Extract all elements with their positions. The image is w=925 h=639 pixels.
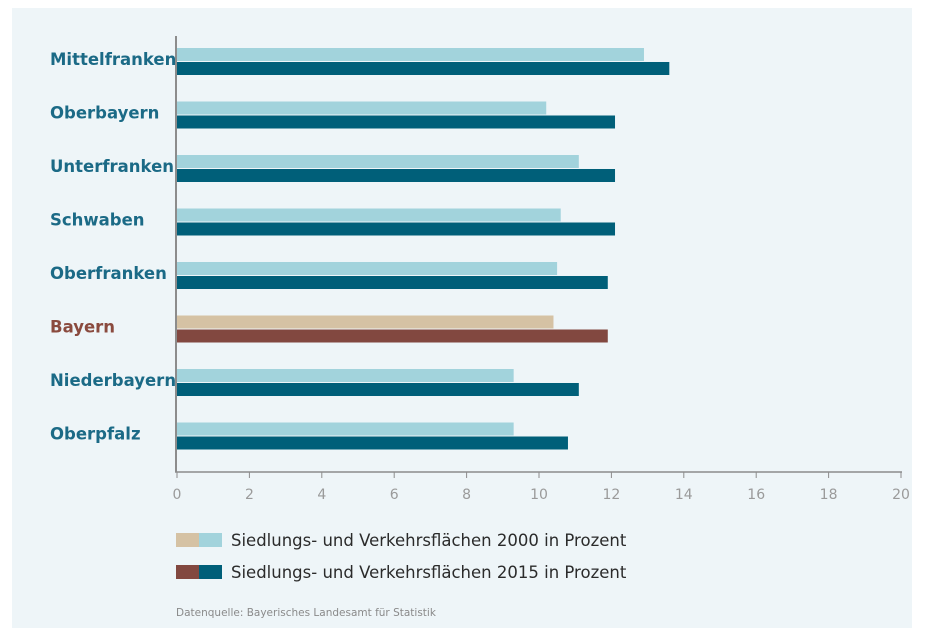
x-axis: 0 2 4 6 8 10 12 14 16 18 20 xyxy=(173,36,910,503)
bar-2000-oberfranken xyxy=(177,262,558,275)
x-tick-label: 2 xyxy=(245,487,254,503)
bar-2000-oberpfalz xyxy=(177,422,514,436)
x-tick-label: 0 xyxy=(173,487,182,503)
x-tick-label: 4 xyxy=(317,487,326,503)
x-tick-label: 14 xyxy=(675,487,693,503)
category-label-mittelfranken: Mittelfranken xyxy=(50,50,176,69)
x-tick-label: 18 xyxy=(820,487,838,503)
category-label-oberpfalz: Oberpfalz xyxy=(50,425,141,444)
legend-swatch-bayern-2000 xyxy=(176,533,199,547)
category-label-niederbayern: Niederbayern xyxy=(50,371,176,390)
legend-label-2000: Siedlungs- und Verkehrsflächen 2000 in P… xyxy=(231,531,627,550)
legend-swatch-region-2015 xyxy=(199,565,222,579)
x-tick-label: 12 xyxy=(602,487,620,503)
bar-2000-unterfranken xyxy=(177,155,579,168)
category-label-unterfranken: Unterfranken xyxy=(50,157,174,176)
legend-label-2015: Siedlungs- und Verkehrsflächen 2015 in P… xyxy=(231,563,627,582)
bar-2015-unterfranken xyxy=(177,169,616,182)
x-tick-label: 8 xyxy=(462,487,471,503)
bar-2015-niederbayern xyxy=(177,383,579,396)
bar-2000-niederbayern xyxy=(177,369,514,382)
bars-group xyxy=(177,48,670,450)
bar-2015-schwaben xyxy=(177,222,616,236)
legend: Siedlungs- und Verkehrsflächen 2000 in P… xyxy=(176,531,627,582)
legend-swatch-bayern-2015 xyxy=(176,565,199,579)
bar-2015-oberbayern xyxy=(177,115,616,129)
bar-2000-schwaben xyxy=(177,208,561,222)
x-tick-label: 6 xyxy=(390,487,399,503)
x-tick-label: 10 xyxy=(530,487,548,503)
bar-2000-oberbayern xyxy=(177,101,547,115)
bar-2015-oberpfalz xyxy=(177,436,568,450)
category-label-schwaben: Schwaben xyxy=(50,211,145,230)
category-label-oberfranken: Oberfranken xyxy=(50,264,167,283)
category-label-bayern: Bayern xyxy=(50,318,115,337)
category-label-oberbayern: Oberbayern xyxy=(50,104,159,123)
bar-2015-mittelfranken xyxy=(177,62,670,75)
x-tick-label: 16 xyxy=(747,487,765,503)
bar-2015-oberfranken xyxy=(177,276,608,289)
x-tick-label: 20 xyxy=(892,487,910,503)
bar-2015-bayern xyxy=(177,329,608,343)
bar-2000-bayern xyxy=(177,315,554,329)
bar-2000-mittelfranken xyxy=(177,48,644,61)
legend-swatch-region-2000 xyxy=(199,533,222,547)
category-labels: Mittelfranken Oberbayern Unterfranken Schwa… xyxy=(50,50,176,444)
source-note: Datenquelle: Bayerisches Landesamt für S… xyxy=(176,607,437,619)
